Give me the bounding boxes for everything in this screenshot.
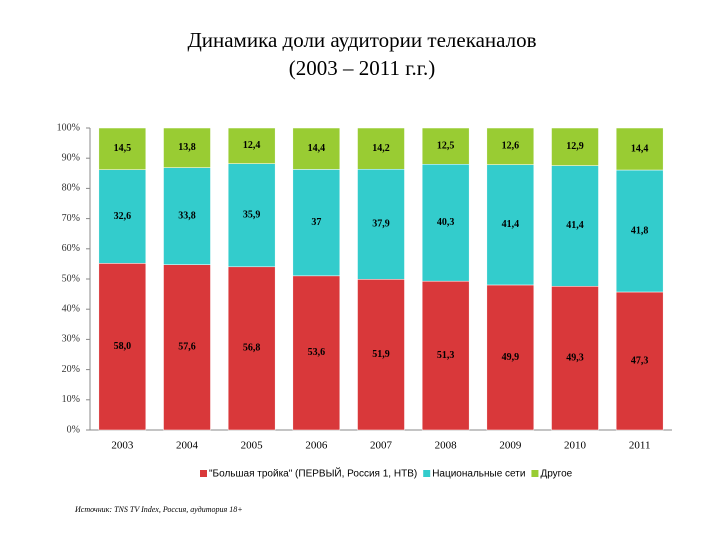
data-label: 41,4 — [502, 219, 520, 230]
bar-segment — [551, 165, 599, 287]
source-note: Источник: TNS TV Index, Россия, аудитори… — [74, 505, 243, 514]
bar-segment — [615, 127, 664, 171]
data-label: 51,3 — [437, 350, 455, 361]
data-label: 57,6 — [178, 342, 196, 353]
bar-segment — [98, 169, 147, 264]
y-tick-label: 40% — [62, 303, 80, 314]
bar-segment — [357, 279, 405, 431]
legend-swatch — [200, 470, 207, 477]
y-tick-label: 20% — [62, 364, 80, 375]
data-label: 49,3 — [566, 352, 584, 363]
bar-segment — [357, 168, 405, 280]
bar-segment — [615, 291, 664, 431]
data-label: 41,4 — [566, 220, 584, 231]
x-tick-label: 2006 — [305, 440, 328, 452]
bar-segment — [292, 127, 341, 170]
x-tick-label: 2003 — [111, 440, 134, 452]
data-label: 13,8 — [178, 142, 196, 153]
data-label: 14,4 — [631, 143, 649, 154]
data-label: 14,5 — [114, 143, 132, 154]
data-label: 37 — [311, 217, 321, 228]
y-tick-label: 70% — [62, 213, 80, 224]
y-tick-label: 10% — [62, 394, 80, 405]
bar-segment — [486, 127, 535, 165]
bar-segment — [163, 127, 211, 168]
data-label: 47,3 — [631, 355, 649, 366]
data-label: 40,3 — [437, 217, 455, 228]
data-label: 41,8 — [631, 225, 649, 236]
y-tick-label: 50% — [62, 273, 80, 284]
data-label: 35,9 — [243, 210, 261, 221]
chart-title: Динамика доли аудитории телеканалов — [187, 28, 536, 52]
bar-segment — [292, 275, 341, 431]
legend-label: "Большая тройка" (ПЕРВЫЙ, Россия 1, НТВ) — [209, 467, 417, 480]
data-label: 14,2 — [372, 143, 390, 154]
bar-segment — [227, 163, 276, 268]
legend-swatch — [531, 470, 539, 477]
bar-segment — [98, 263, 147, 431]
y-tick-label: 0% — [67, 424, 80, 435]
y-tick-label: 90% — [62, 152, 80, 163]
x-tick-label: 2011 — [629, 440, 651, 452]
y-tick-label: 30% — [62, 334, 80, 345]
data-label: 49,9 — [502, 352, 520, 363]
bar-segment — [615, 169, 664, 293]
bar-segment — [421, 164, 470, 282]
bar-segment — [163, 167, 211, 265]
y-tick-label: 80% — [62, 183, 80, 194]
chart-subtitle: (2003 – 2011 г.г.) — [289, 56, 435, 80]
data-label: 51,9 — [372, 349, 390, 360]
x-tick-label: 2007 — [370, 440, 393, 452]
data-label: 32,6 — [114, 211, 132, 222]
x-tick-label: 2004 — [176, 440, 199, 452]
data-label: 12,5 — [437, 140, 455, 151]
data-label: 56,8 — [243, 343, 261, 354]
legend-label: Национальные сети — [432, 469, 525, 480]
y-tick-label: 100% — [57, 122, 80, 133]
bar-segment — [227, 127, 276, 164]
data-label: 14,4 — [308, 143, 326, 154]
bar-segment — [421, 280, 470, 431]
y-tick-label: 60% — [62, 243, 80, 254]
bar-segment — [551, 127, 599, 166]
bar-segment — [357, 127, 405, 170]
legend-swatch — [423, 470, 431, 477]
data-label: 37,9 — [372, 219, 390, 230]
x-tick-label: 2009 — [499, 440, 522, 452]
bar-segment — [486, 164, 535, 286]
bar-segment — [227, 266, 276, 431]
data-label: 58,0 — [114, 341, 132, 352]
bar-segment — [163, 264, 211, 431]
data-label: 53,6 — [308, 347, 326, 358]
data-label: 33,8 — [178, 210, 196, 221]
data-label: 12,6 — [502, 141, 520, 152]
x-tick-label: 2008 — [435, 440, 458, 452]
bar-segment — [421, 127, 470, 165]
bar-segment — [551, 286, 599, 431]
x-tick-label: 2005 — [241, 440, 264, 452]
x-tick-label: 2010 — [564, 440, 587, 452]
data-label: 12,9 — [566, 141, 584, 152]
bar-segment — [98, 127, 147, 170]
legend-label: Другое — [540, 469, 572, 480]
data-label: 12,4 — [243, 140, 261, 151]
